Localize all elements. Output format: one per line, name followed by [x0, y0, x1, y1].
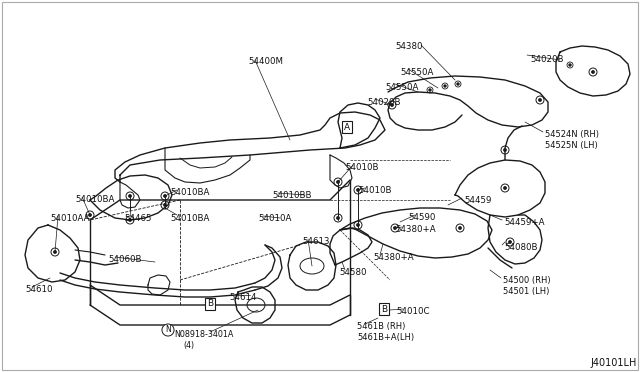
Circle shape: [504, 187, 506, 189]
Circle shape: [89, 214, 92, 216]
Text: 54459: 54459: [464, 196, 492, 205]
Circle shape: [164, 195, 166, 197]
Text: (4): (4): [183, 341, 194, 350]
Circle shape: [429, 89, 431, 91]
Circle shape: [54, 251, 56, 253]
Text: 54380+A: 54380+A: [395, 225, 436, 234]
Text: B: B: [381, 305, 387, 314]
Circle shape: [539, 99, 541, 101]
Text: 54010B: 54010B: [345, 163, 378, 172]
Text: N: N: [165, 326, 171, 334]
Text: 54380+A: 54380+A: [373, 253, 413, 262]
Text: 54465: 54465: [124, 214, 152, 223]
Text: 54380: 54380: [395, 42, 422, 51]
Text: 54010C: 54010C: [396, 307, 429, 316]
Text: 54525N (LH): 54525N (LH): [545, 141, 598, 150]
Circle shape: [569, 64, 571, 66]
Text: B: B: [207, 299, 213, 308]
Circle shape: [459, 227, 461, 229]
Text: 54614: 54614: [229, 293, 257, 302]
Circle shape: [391, 104, 393, 106]
Circle shape: [457, 83, 459, 85]
Text: 54010A: 54010A: [258, 214, 291, 223]
Circle shape: [592, 71, 594, 73]
Text: 54610: 54610: [25, 285, 52, 294]
Text: 54501 (LH): 54501 (LH): [503, 287, 549, 296]
Circle shape: [357, 189, 359, 191]
Text: 54400M: 54400M: [248, 57, 283, 66]
Text: 54010B: 54010B: [358, 186, 392, 195]
Text: 54020B: 54020B: [367, 98, 401, 107]
Circle shape: [509, 241, 511, 243]
Circle shape: [129, 219, 131, 221]
Circle shape: [164, 204, 166, 206]
Text: 54550A: 54550A: [400, 68, 433, 77]
Circle shape: [337, 217, 339, 219]
Text: 54010BA: 54010BA: [170, 214, 209, 223]
Text: 54060B: 54060B: [108, 255, 141, 264]
Text: 5461B (RH): 5461B (RH): [357, 322, 405, 331]
Text: 54010BB: 54010BB: [272, 191, 312, 200]
Circle shape: [504, 149, 506, 151]
Text: 54020B: 54020B: [530, 55, 563, 64]
Text: 54080B: 54080B: [504, 243, 538, 252]
Text: 54010AA: 54010AA: [50, 214, 90, 223]
Text: 54580: 54580: [339, 268, 367, 277]
Text: J40101LH: J40101LH: [590, 358, 636, 368]
Circle shape: [394, 227, 396, 229]
Text: A: A: [344, 122, 350, 131]
Text: 5461B+A(LH): 5461B+A(LH): [357, 333, 414, 342]
Text: 54524N (RH): 54524N (RH): [545, 130, 599, 139]
Circle shape: [337, 181, 339, 183]
Text: 54550A: 54550A: [385, 83, 419, 92]
Text: 54500 (RH): 54500 (RH): [503, 276, 550, 285]
Circle shape: [129, 195, 131, 197]
Circle shape: [357, 224, 359, 226]
Text: N08918-3401A: N08918-3401A: [174, 330, 234, 339]
Circle shape: [444, 85, 446, 87]
Text: 54010BA: 54010BA: [75, 195, 115, 204]
Text: 54613: 54613: [302, 237, 330, 246]
Text: 54010BA: 54010BA: [170, 188, 209, 197]
Text: 54590: 54590: [408, 213, 435, 222]
Text: 54459+A: 54459+A: [504, 218, 545, 227]
